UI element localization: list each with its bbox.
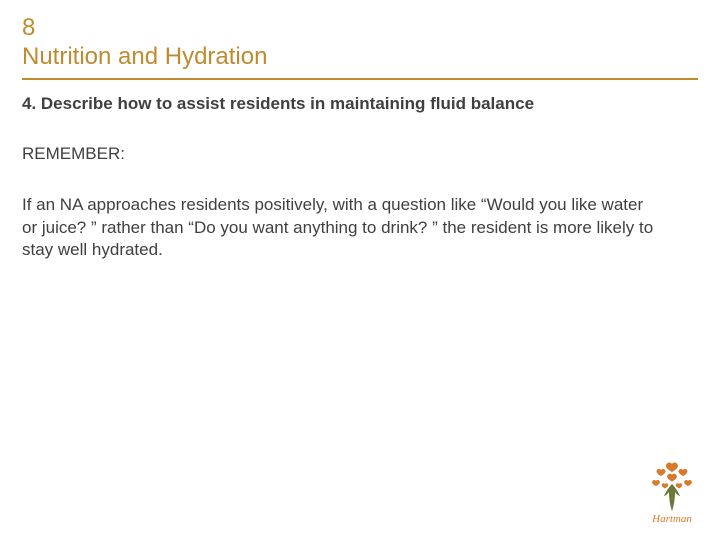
learning-objective: 4. Describe how to assist residents in m… [22,94,698,114]
chapter-number: 8 [22,14,698,43]
slide: 8 Nutrition and Hydration 4. Describe ho… [0,0,720,540]
body-paragraph: If an NA approaches residents positively… [22,194,662,263]
hartman-logo: Hartman [642,456,702,526]
title-underline [22,78,698,80]
tree-trunk-icon [664,484,680,511]
chapter-title: Nutrition and Hydration [22,43,698,72]
remember-label: REMEMBER: [22,144,698,164]
logo-wordmark: Hartman [651,513,692,525]
